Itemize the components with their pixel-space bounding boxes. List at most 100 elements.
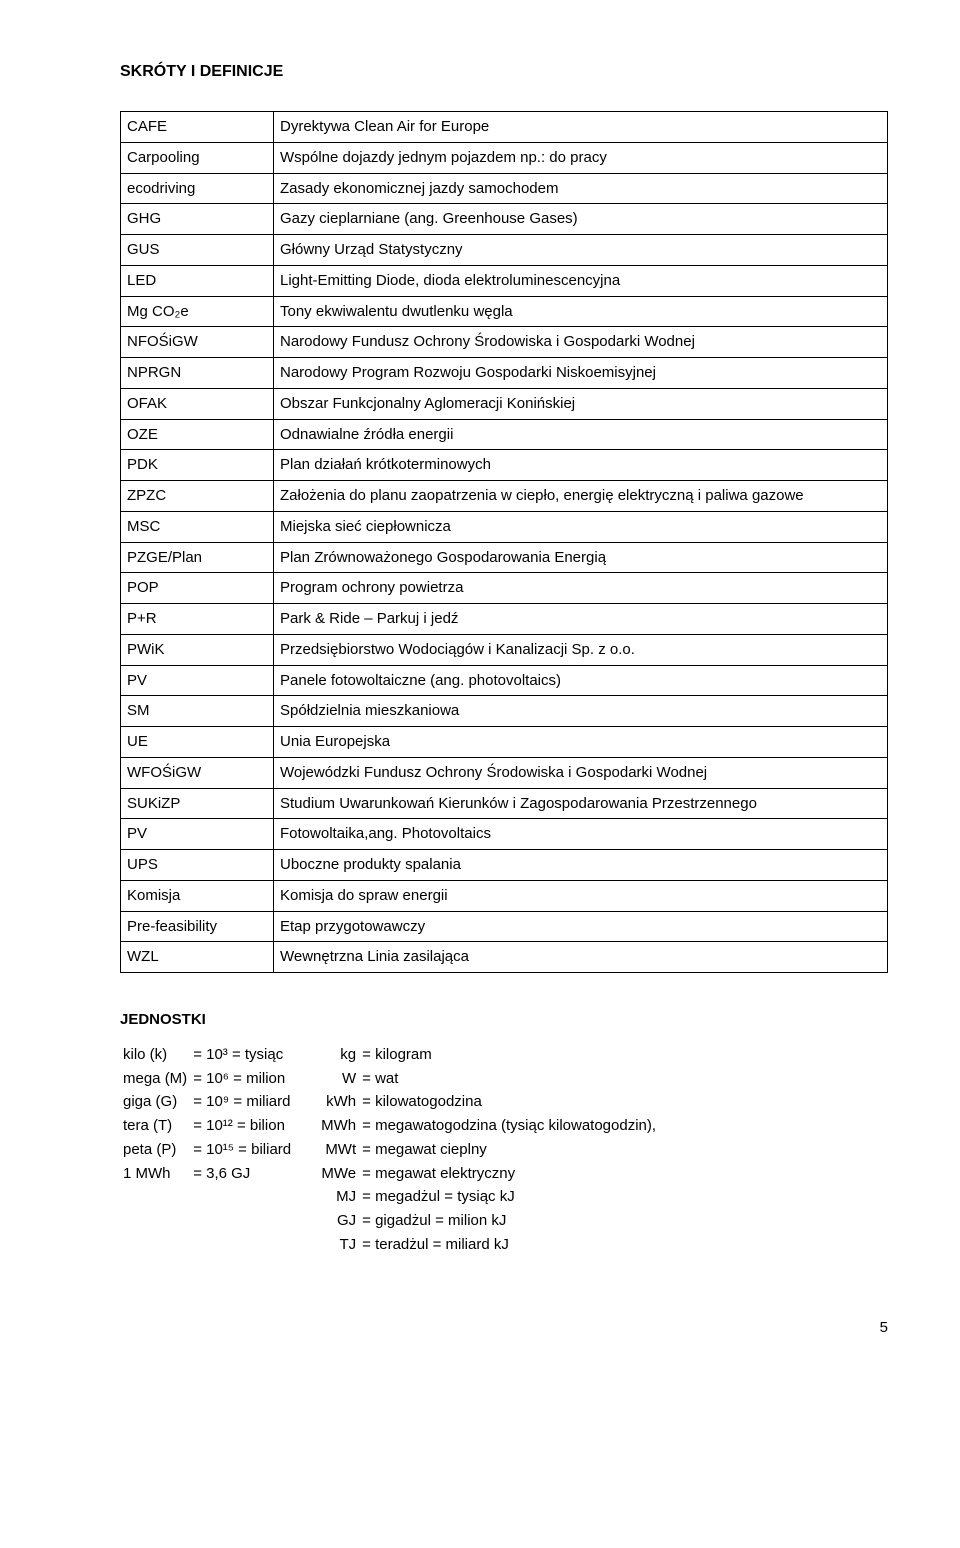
table-row: MJ= megadżul = tysiąc kJ <box>318 1185 659 1209</box>
unit-desc: = kilogram <box>359 1043 659 1067</box>
page-title: SKRÓTY I DEFINICJE <box>120 60 888 83</box>
table-row: UPSUboczne produkty spalania <box>121 850 888 881</box>
unit-value: = 3,6 GJ <box>190 1162 294 1186</box>
table-row: peta (P)= 10¹⁵ = biliard <box>120 1138 294 1162</box>
unit-value: = 10⁹ = miliard <box>190 1090 294 1114</box>
unit-symbol: MWt <box>318 1138 359 1162</box>
table-row: CAFEDyrektywa Clean Air for Europe <box>121 112 888 143</box>
table-row: TJ= teradżul = miliard kJ <box>318 1233 659 1257</box>
def-cell: Przedsiębiorstwo Wodociągów i Kanalizacj… <box>274 634 888 665</box>
table-row: PZGE/PlanPlan Zrównoważonego Gospodarowa… <box>121 542 888 573</box>
page-number: 5 <box>120 1317 888 1339</box>
abbr-cell: PZGE/Plan <box>121 542 274 573</box>
def-cell: Wojewódzki Fundusz Ochrony Środowiska i … <box>274 757 888 788</box>
table-row: W= wat <box>318 1067 659 1091</box>
unit-symbol: GJ <box>318 1209 359 1233</box>
table-row: PVPanele fotowoltaiczne (ang. photovolta… <box>121 665 888 696</box>
unit-name: giga (G) <box>120 1090 190 1114</box>
table-row: giga (G)= 10⁹ = miliard <box>120 1090 294 1114</box>
def-cell: Unia Europejska <box>274 727 888 758</box>
unit-desc: = megawatogodzina (tysiąc kilowatogodzin… <box>359 1114 659 1138</box>
table-row: GUSGłówny Urząd Statystyczny <box>121 235 888 266</box>
table-row: NFOŚiGWNarodowy Fundusz Ochrony Środowis… <box>121 327 888 358</box>
table-row: SUKiZPStudium Uwarunkowań Kierunków i Za… <box>121 788 888 819</box>
abbr-cell: MSC <box>121 511 274 542</box>
abbr-cell: UPS <box>121 850 274 881</box>
unit-desc: = gigadżul = milion kJ <box>359 1209 659 1233</box>
def-cell: Narodowy Fundusz Ochrony Środowiska i Go… <box>274 327 888 358</box>
abbr-cell: OFAK <box>121 388 274 419</box>
abbr-cell: NPRGN <box>121 358 274 389</box>
units-title: JEDNOSTKI <box>120 1009 888 1031</box>
def-cell: Program ochrony powietrza <box>274 573 888 604</box>
abbr-cell: PV <box>121 819 274 850</box>
abbr-cell: LED <box>121 265 274 296</box>
abbr-cell: Komisja <box>121 880 274 911</box>
abbr-cell: CAFE <box>121 112 274 143</box>
unit-desc: = kilowatogodzina <box>359 1090 659 1114</box>
table-row: PDKPlan działań krótkoterminowych <box>121 450 888 481</box>
def-cell: Plan działań krótkoterminowych <box>274 450 888 481</box>
abbr-cell: UE <box>121 727 274 758</box>
abbr-cell: POP <box>121 573 274 604</box>
unit-name: 1 MWh <box>120 1162 190 1186</box>
table-row: ZPZCZałożenia do planu zaopatrzenia w ci… <box>121 481 888 512</box>
abbr-cell: GHG <box>121 204 274 235</box>
table-row: tera (T)= 10¹² = bilion <box>120 1114 294 1138</box>
table-row: WZLWewnętrzna Linia zasilająca <box>121 942 888 973</box>
def-cell: Wewnętrzna Linia zasilająca <box>274 942 888 973</box>
table-row: WFOŚiGWWojewódzki Fundusz Ochrony Środow… <box>121 757 888 788</box>
table-row: kg= kilogram <box>318 1043 659 1067</box>
table-row: PWiKPrzedsiębiorstwo Wodociągów i Kanali… <box>121 634 888 665</box>
table-row: 1 MWh= 3,6 GJ <box>120 1162 294 1186</box>
def-cell: Zasady ekonomicznej jazdy samochodem <box>274 173 888 204</box>
abbr-cell: NFOŚiGW <box>121 327 274 358</box>
def-cell: Uboczne produkty spalania <box>274 850 888 881</box>
def-cell: Odnawialne źródła energii <box>274 419 888 450</box>
table-row: KomisjaKomisja do spraw energii <box>121 880 888 911</box>
table-row: GHGGazy cieplarniane (ang. Greenhouse Ga… <box>121 204 888 235</box>
unit-name: peta (P) <box>120 1138 190 1162</box>
table-row: P+RPark & Ride – Parkuj i jedź <box>121 604 888 635</box>
unit-symbol: kWh <box>318 1090 359 1114</box>
def-cell: Park & Ride – Parkuj i jedź <box>274 604 888 635</box>
unit-desc: = wat <box>359 1067 659 1091</box>
unit-value: = 10¹² = bilion <box>190 1114 294 1138</box>
table-row: kWh= kilowatogodzina <box>318 1090 659 1114</box>
table-row: NPRGNNarodowy Program Rozwoju Gospodarki… <box>121 358 888 389</box>
def-cell: Plan Zrównoważonego Gospodarowania Energ… <box>274 542 888 573</box>
def-cell: Spółdzielnia mieszkaniowa <box>274 696 888 727</box>
unit-value: = 10⁶ = milion <box>190 1067 294 1091</box>
abbr-cell: WZL <box>121 942 274 973</box>
unit-symbol: W <box>318 1067 359 1091</box>
unit-symbol: TJ <box>318 1233 359 1257</box>
unit-symbol: kg <box>318 1043 359 1067</box>
abbr-cell: PDK <box>121 450 274 481</box>
abbr-cell: Pre-feasibility <box>121 911 274 942</box>
abbr-cell: ecodriving <box>121 173 274 204</box>
abbr-cell: PWiK <box>121 634 274 665</box>
units-right-table: kg= kilogramW= watkWh= kilowatogodzinaMW… <box>318 1043 659 1257</box>
table-row: SMSpółdzielnia mieszkaniowa <box>121 696 888 727</box>
table-row: ecodrivingZasady ekonomicznej jazdy samo… <box>121 173 888 204</box>
def-cell: Główny Urząd Statystyczny <box>274 235 888 266</box>
abbr-cell: OZE <box>121 419 274 450</box>
unit-desc: = megadżul = tysiąc kJ <box>359 1185 659 1209</box>
abbr-cell: GUS <box>121 235 274 266</box>
def-cell: Obszar Funkcjonalny Aglomeracji Koniński… <box>274 388 888 419</box>
def-cell: Tony ekwiwalentu dwutlenku węgla <box>274 296 888 327</box>
units-section: kilo (k)= 10³ = tysiącmega (M)= 10⁶ = mi… <box>120 1043 888 1257</box>
abbr-cell: SUKiZP <box>121 788 274 819</box>
unit-name: tera (T) <box>120 1114 190 1138</box>
def-cell: Panele fotowoltaiczne (ang. photovoltaic… <box>274 665 888 696</box>
table-row: UEUnia Europejska <box>121 727 888 758</box>
table-row: Pre-feasibilityEtap przygotowawczy <box>121 911 888 942</box>
unit-desc: = teradżul = miliard kJ <box>359 1233 659 1257</box>
abbr-cell: P+R <box>121 604 274 635</box>
units-left-table: kilo (k)= 10³ = tysiącmega (M)= 10⁶ = mi… <box>120 1043 294 1186</box>
abbr-cell: PV <box>121 665 274 696</box>
table-row: OZEOdnawialne źródła energii <box>121 419 888 450</box>
def-cell: Etap przygotowawczy <box>274 911 888 942</box>
unit-value: = 10¹⁵ = biliard <box>190 1138 294 1162</box>
def-cell: Gazy cieplarniane (ang. Greenhouse Gases… <box>274 204 888 235</box>
